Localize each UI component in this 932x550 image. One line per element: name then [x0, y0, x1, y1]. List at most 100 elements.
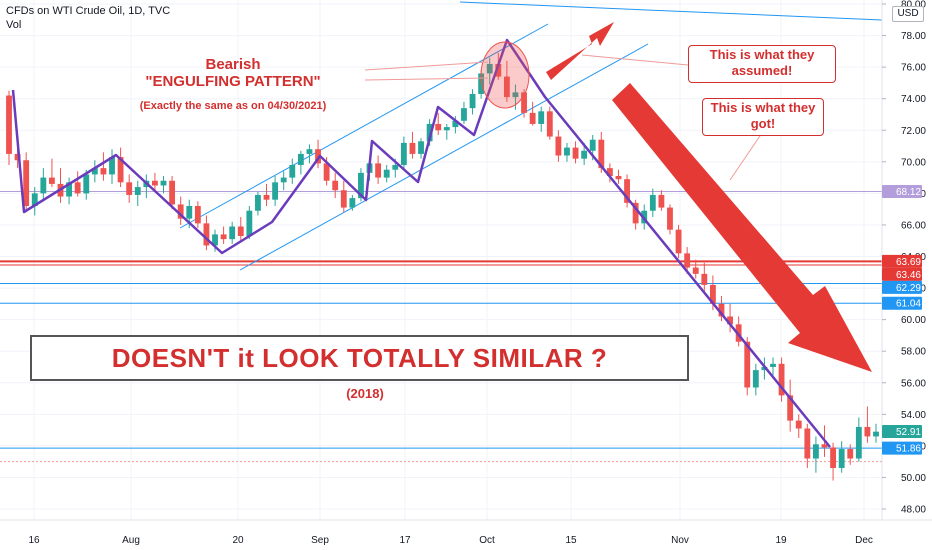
x-tick-label: 17 — [399, 535, 411, 546]
candle-body — [100, 168, 107, 175]
candle-body — [194, 206, 201, 224]
price-tag — [882, 184, 922, 198]
channel-line — [459, 1, 883, 21]
candle-body — [409, 142, 416, 154]
candle-body — [589, 139, 596, 151]
candle-body — [873, 431, 879, 437]
candle-body — [400, 142, 407, 165]
candle-body — [770, 363, 776, 367]
candle-body — [383, 169, 390, 178]
candle-body — [31, 193, 38, 206]
candle-body — [675, 229, 682, 254]
price-tag-label: 68.12 — [896, 187, 921, 198]
candle-body — [435, 123, 442, 131]
candle-body — [632, 202, 639, 224]
y-tick-label: 74.00 — [901, 94, 926, 105]
pointer-line — [729, 132, 763, 181]
candle-body — [289, 164, 296, 178]
y-tick-label: 60.00 — [901, 315, 926, 326]
y-tick-label: 56.00 — [901, 378, 926, 389]
candle-body — [340, 190, 347, 208]
candle-body — [521, 92, 527, 113]
candle-body — [795, 420, 802, 429]
candle-body — [23, 160, 30, 206]
candle-body — [469, 93, 476, 109]
candle-body — [830, 447, 836, 468]
candle-body — [134, 187, 141, 195]
small-arrow-icon — [546, 22, 614, 80]
y-tick-label: 72.00 — [901, 126, 926, 137]
candle-body — [49, 177, 55, 184]
year-label: (2018) — [346, 386, 384, 401]
pointer-line — [364, 61, 489, 71]
candle-body — [787, 395, 794, 421]
x-tick-label: Oct — [479, 535, 495, 546]
candle-body — [255, 194, 261, 211]
candle-body — [718, 303, 725, 317]
zigzag-pattern — [11, 38, 831, 448]
candle-body — [658, 194, 665, 208]
candle-body — [315, 149, 321, 164]
candle-body — [598, 139, 605, 169]
candle-body — [6, 95, 12, 154]
candle-body — [160, 180, 167, 186]
candle-body — [812, 444, 819, 459]
candle-body — [14, 153, 21, 161]
pointer-line — [364, 77, 489, 81]
candle-body — [272, 182, 279, 200]
candle-body — [186, 206, 193, 219]
candle-body — [246, 210, 253, 236]
candle-body — [126, 182, 133, 195]
candlestick-series — [6, 52, 879, 481]
candle-body — [349, 198, 356, 208]
bearish-label-line1: Bearish — [205, 56, 261, 73]
bearish-label: Bearish "ENGULFING PATTERN" — [118, 56, 348, 90]
x-tick-label: 16 — [28, 535, 40, 546]
candle-body — [66, 182, 73, 197]
candle-body — [461, 108, 467, 121]
candle-body — [392, 164, 399, 170]
time-axis[interactable]: 16 Aug 20 Sep 17 Oct 15 Nov 19 Dec — [0, 519, 932, 546]
y-tick-label: 76.00 — [901, 63, 926, 74]
candle-body — [426, 123, 433, 142]
assumed-callout: This is what they assumed! — [688, 45, 836, 83]
chart-title: CFDs on WTI Crude Oil, 1D, TVC — [6, 5, 171, 17]
pointer-line — [581, 54, 689, 66]
candle-body — [744, 341, 751, 388]
candle-body — [83, 174, 90, 194]
y-tick-label: 50.00 — [901, 473, 926, 484]
candle-body — [332, 180, 339, 191]
currency-button[interactable]: USD — [892, 6, 924, 22]
bearish-label-line2: "ENGULFING PATTERN" — [145, 73, 321, 90]
candle-body — [229, 226, 236, 240]
zigzag-line — [11, 38, 831, 448]
x-tick-label: 20 — [232, 535, 244, 546]
candle-body — [615, 176, 622, 180]
candle-body — [306, 149, 313, 154]
candle-body — [280, 177, 287, 183]
y-tick-label: 78.00 — [901, 31, 926, 42]
candle-body — [692, 267, 699, 274]
trend-channel-lines — [179, 1, 883, 271]
candle-body — [220, 234, 227, 240]
channel-line — [179, 23, 549, 229]
candle-body — [478, 73, 485, 94]
candle-body — [761, 366, 768, 371]
candle-body — [564, 147, 570, 156]
got-callout: This is what they got! — [702, 98, 824, 136]
x-tick-label: 15 — [565, 535, 577, 546]
candle-body — [452, 120, 459, 128]
candle-body — [572, 147, 579, 159]
y-tick-label: 48.00 — [901, 505, 926, 516]
engulfing-highlight — [480, 41, 530, 109]
price-axis[interactable]: 48.0050.0052.0054.0056.0058.0060.0062.00… — [881, 0, 932, 520]
x-tick-label: Aug — [122, 535, 140, 546]
candle-body — [203, 223, 210, 246]
x-tick-label: Nov — [671, 535, 689, 546]
candle-body — [752, 370, 759, 388]
candle-body — [667, 207, 673, 230]
chart-header: CFDs on WTI Crude Oil, 1D, TVC Vol — [6, 4, 170, 32]
price-tag-label: 61.04 — [896, 299, 921, 310]
price-tag — [882, 280, 922, 294]
y-tick-label: 70.00 — [901, 157, 926, 168]
